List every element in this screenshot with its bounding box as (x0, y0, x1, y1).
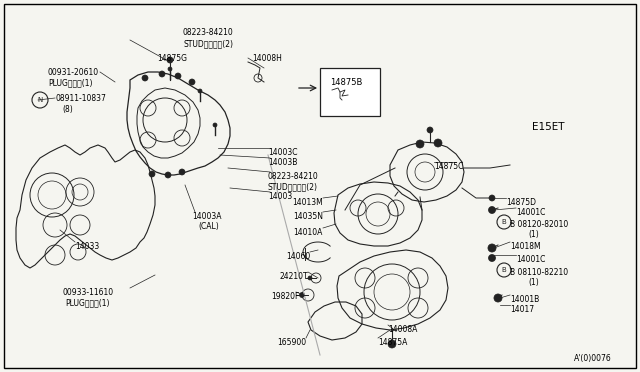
Text: 14018M: 14018M (510, 242, 541, 251)
Text: 14008A: 14008A (388, 325, 417, 334)
Text: 14013M: 14013M (292, 198, 323, 207)
Text: (CAL): (CAL) (198, 222, 219, 231)
Text: 24210T: 24210T (280, 272, 308, 281)
Circle shape (198, 89, 202, 93)
Circle shape (434, 139, 442, 147)
Text: 08911-10837: 08911-10837 (55, 94, 106, 103)
Circle shape (494, 294, 502, 302)
Text: 14875G: 14875G (157, 54, 187, 63)
Circle shape (488, 244, 496, 252)
Text: 14010A: 14010A (294, 228, 323, 237)
Text: STUDスタッド(2): STUDスタッド(2) (268, 182, 318, 191)
Text: 14033: 14033 (75, 242, 99, 251)
Text: 00931-20610: 00931-20610 (48, 68, 99, 77)
Circle shape (179, 169, 185, 175)
Text: PLUGプラグ(1): PLUGプラグ(1) (48, 78, 93, 87)
Circle shape (427, 127, 433, 133)
Circle shape (175, 73, 181, 79)
Circle shape (167, 57, 173, 63)
Text: 14001C: 14001C (516, 208, 545, 217)
Text: 14003A: 14003A (192, 212, 221, 221)
Text: 08223-84210: 08223-84210 (268, 172, 319, 181)
Text: PLUGプラグ(1): PLUGプラグ(1) (66, 298, 110, 307)
Circle shape (189, 79, 195, 85)
Text: 14001C: 14001C (516, 255, 545, 264)
Text: (1): (1) (528, 230, 539, 239)
Text: E15ET: E15ET (532, 122, 564, 132)
Text: 08223-84210: 08223-84210 (182, 28, 234, 37)
Text: 14001B: 14001B (510, 295, 540, 304)
Circle shape (388, 340, 396, 348)
Text: 14060: 14060 (285, 252, 310, 261)
Circle shape (489, 195, 495, 201)
Text: STUDスタッド(2): STUDスタッド(2) (183, 39, 233, 48)
Circle shape (300, 292, 305, 298)
Text: 19820F: 19820F (271, 292, 300, 301)
Text: 14875B: 14875B (330, 78, 362, 87)
Text: 14875D: 14875D (506, 198, 536, 207)
Text: 14035N: 14035N (293, 212, 323, 221)
Circle shape (488, 254, 495, 262)
Circle shape (308, 276, 312, 280)
Text: B 08110-82210: B 08110-82210 (510, 268, 568, 277)
Bar (320, 68, 380, 116)
Circle shape (149, 171, 155, 177)
Text: N: N (37, 97, 43, 103)
Circle shape (488, 206, 495, 214)
Text: 14875A: 14875A (378, 338, 408, 347)
Text: 165900: 165900 (277, 338, 306, 347)
Text: B: B (502, 267, 506, 273)
Circle shape (213, 123, 217, 127)
Text: A'(0)0076: A'(0)0076 (574, 354, 612, 363)
Text: B: B (502, 219, 506, 225)
Circle shape (142, 75, 148, 81)
Circle shape (168, 67, 172, 71)
Text: B 08120-82010: B 08120-82010 (510, 220, 568, 229)
Text: 14875C: 14875C (434, 162, 463, 171)
Text: 14008H: 14008H (252, 54, 282, 63)
Text: 14003: 14003 (268, 192, 292, 201)
Circle shape (159, 71, 165, 77)
Text: (8): (8) (62, 105, 73, 114)
Circle shape (165, 172, 171, 178)
Text: (1): (1) (528, 278, 539, 287)
Text: 00933-11610: 00933-11610 (63, 288, 113, 297)
Text: 14003B: 14003B (268, 158, 298, 167)
Circle shape (416, 140, 424, 148)
Text: 14017: 14017 (510, 305, 534, 314)
Text: 14003C: 14003C (268, 148, 298, 157)
